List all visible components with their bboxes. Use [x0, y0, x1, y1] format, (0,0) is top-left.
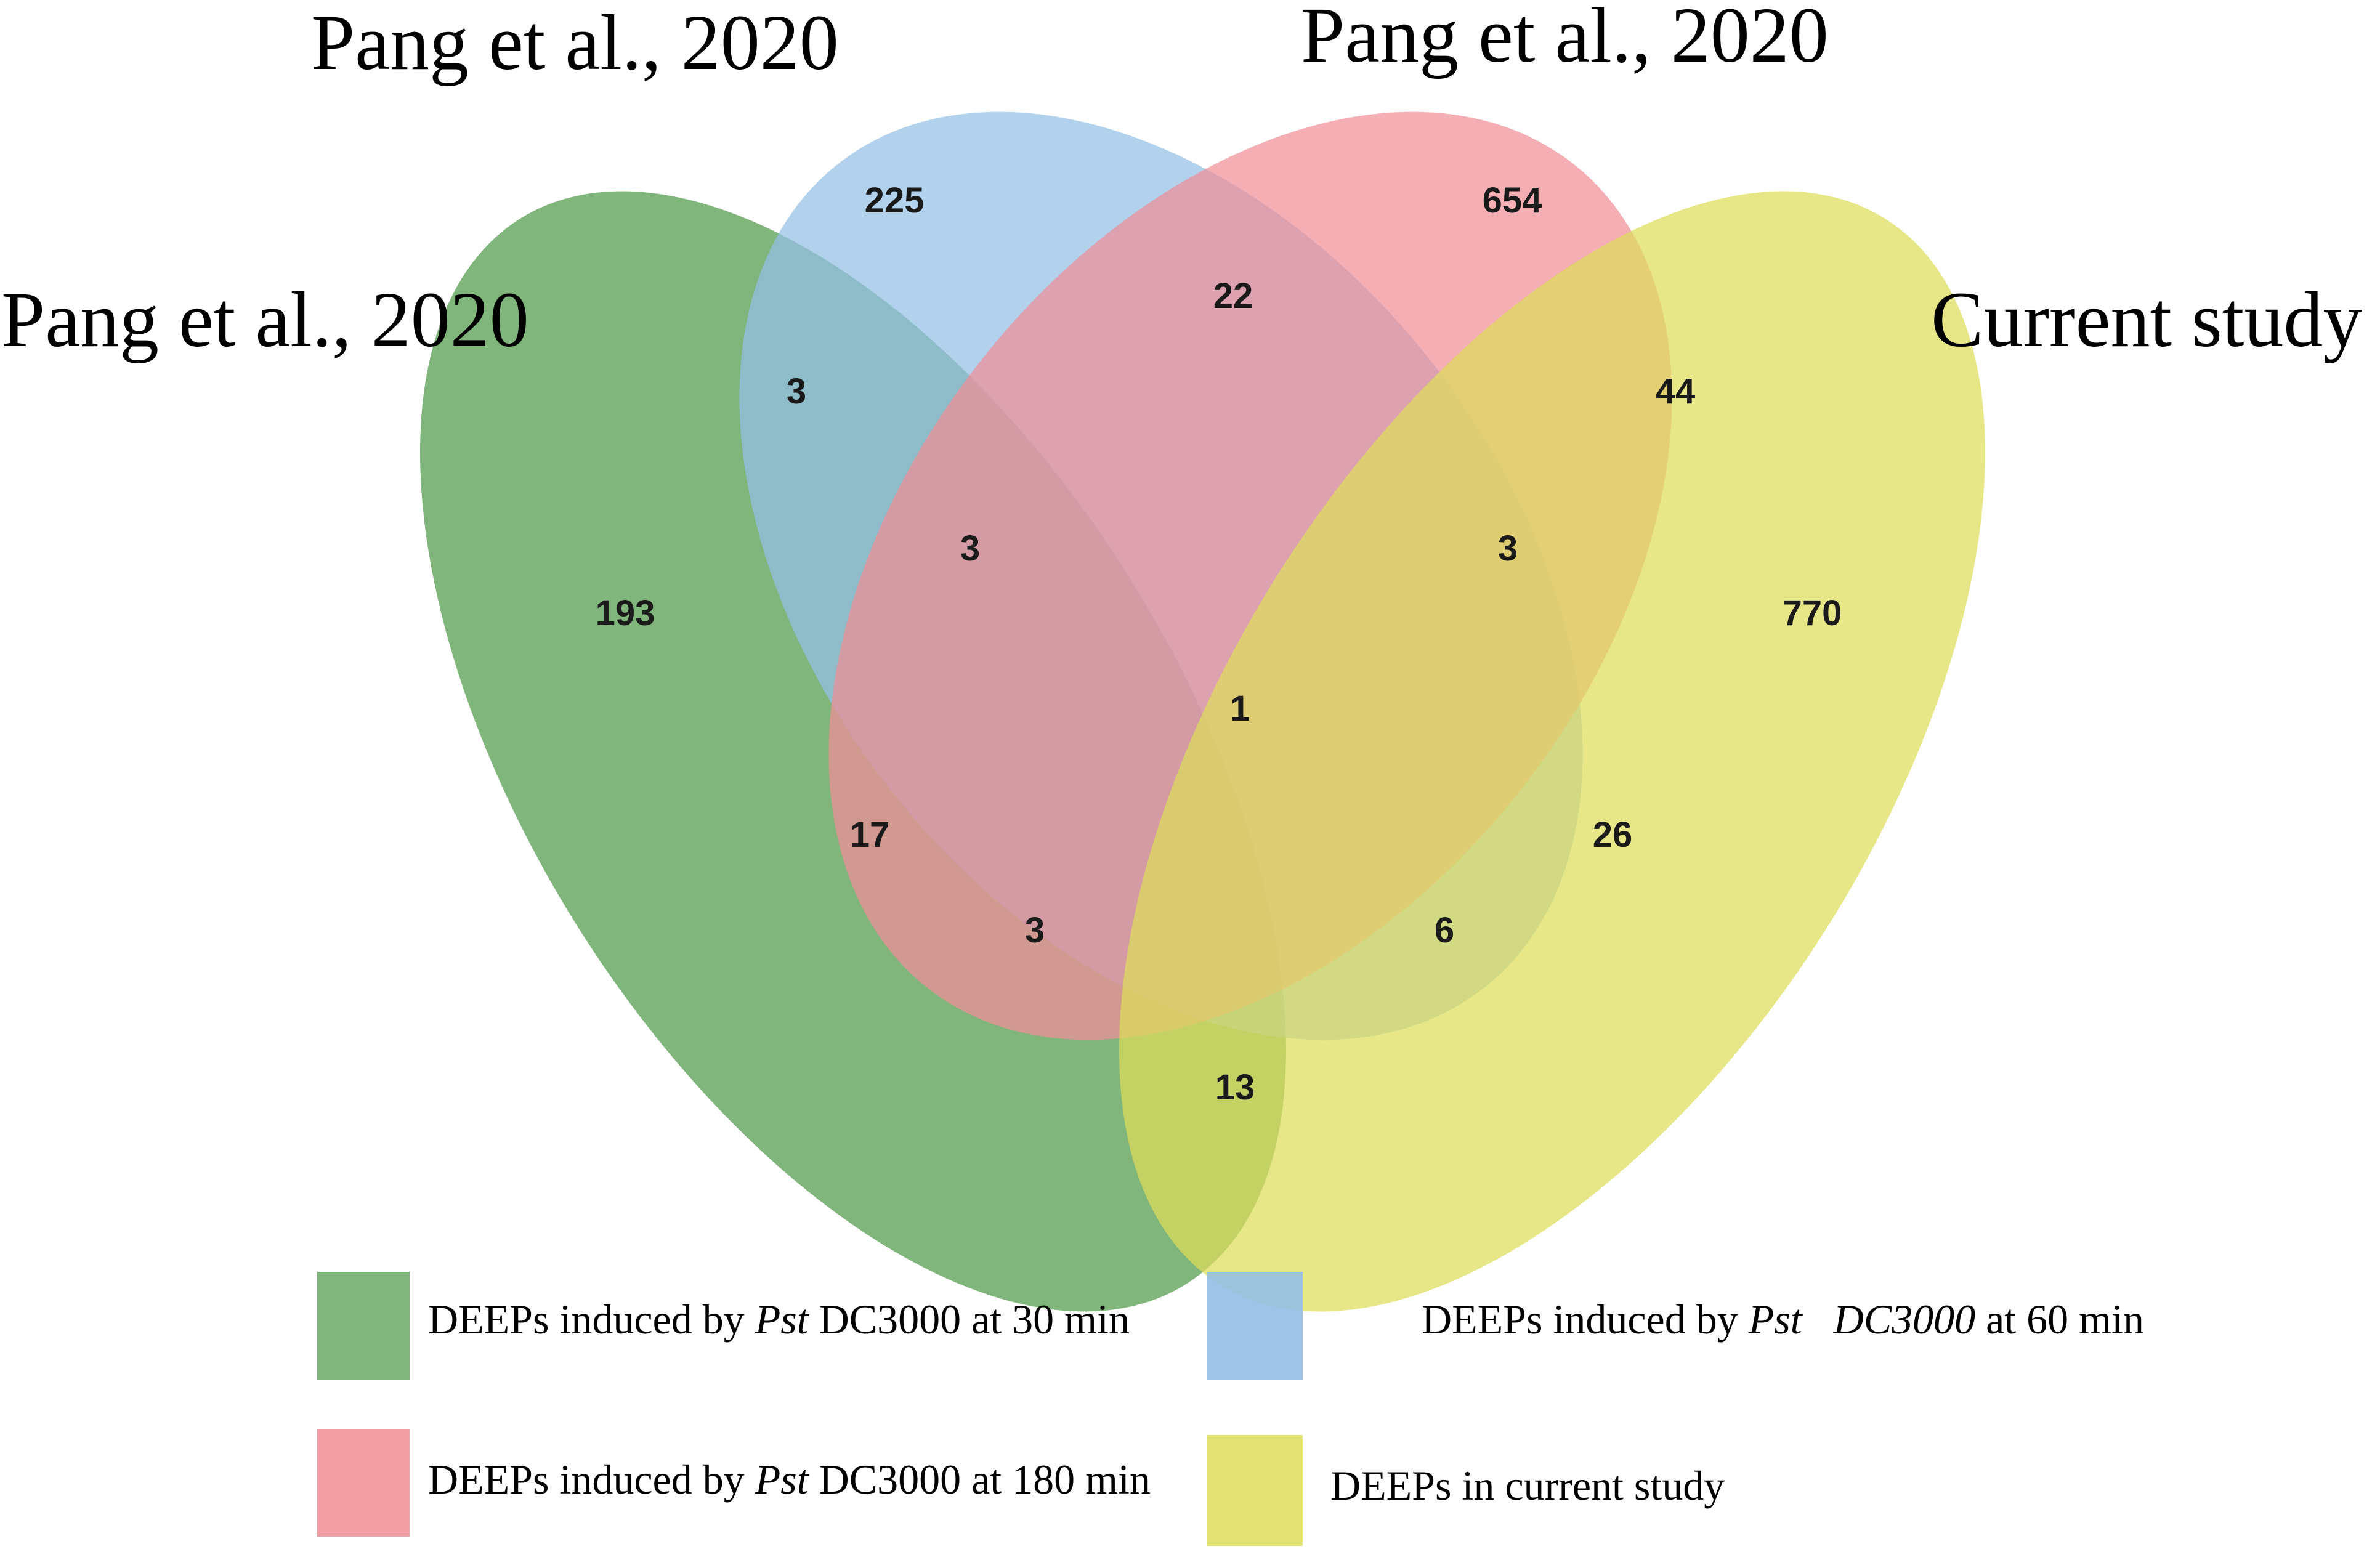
legend-swatch-green [317, 1272, 410, 1380]
count-blue-pink-yellow: 3 [1498, 528, 1518, 568]
region-counts: 225 654 22 3 44 3 3 193 770 1 17 26 3 6 … [596, 180, 1842, 1107]
legend-label-green: DEEPs induced by Pst DC3000 at 30 min [428, 1296, 1130, 1343]
count-green-blue-yellow: 6 [1435, 910, 1454, 950]
legend: DEEPs induced by Pst DC3000 at 30 min DE… [317, 1272, 2217, 1546]
legend-item-blue: DEEPs induced by Pst DC3000 at 60 min [1207, 1272, 2217, 1380]
count-green-blue-pink: 3 [960, 528, 980, 568]
blue-set-title: Pang et al., 2020 [311, 0, 839, 86]
count-green-only: 193 [596, 593, 655, 633]
count-pink-only: 654 [1483, 180, 1542, 220]
legend-label-pink: DEEPs induced by Pst DC3000 at 180 min [428, 1456, 1151, 1503]
count-blue-pink: 22 [1213, 276, 1253, 316]
count-blue-yellow: 26 [1593, 815, 1633, 855]
legend-item-yellow: DEEPs in current study [1207, 1435, 1725, 1546]
count-yellow-only: 770 [1783, 593, 1842, 633]
yellow-set-title: Current study [1931, 276, 2362, 363]
legend-swatch-yellow [1207, 1435, 1303, 1546]
venn-sets [420, 111, 1985, 1312]
pink-set-title: Pang et al., 2020 [1301, 0, 1829, 79]
yellow-set-ellipse [1119, 191, 1985, 1312]
count-green-pink: 17 [850, 815, 890, 855]
legend-item-green: DEEPs induced by Pst DC3000 at 30 min [317, 1272, 1130, 1380]
count-blue-only: 225 [865, 180, 925, 220]
count-pink-yellow: 44 [1656, 371, 1696, 411]
legend-swatch-blue [1207, 1272, 1303, 1380]
legend-item-pink: DEEPs induced by Pst DC3000 at 180 min [317, 1429, 1151, 1537]
count-green-pink-yellow: 3 [1025, 910, 1045, 950]
legend-label-blue: DEEPs induced by Pst DC3000 at 60 min [1327, 1296, 2217, 1343]
count-all-four: 1 [1230, 689, 1250, 729]
legend-label-yellow: DEEPs in current study [1330, 1462, 1725, 1509]
legend-swatch-pink [317, 1429, 410, 1537]
count-green-yellow: 13 [1215, 1067, 1255, 1107]
green-set-title: Pang et al., 2020 [1, 276, 529, 363]
count-green-blue: 3 [787, 371, 806, 411]
